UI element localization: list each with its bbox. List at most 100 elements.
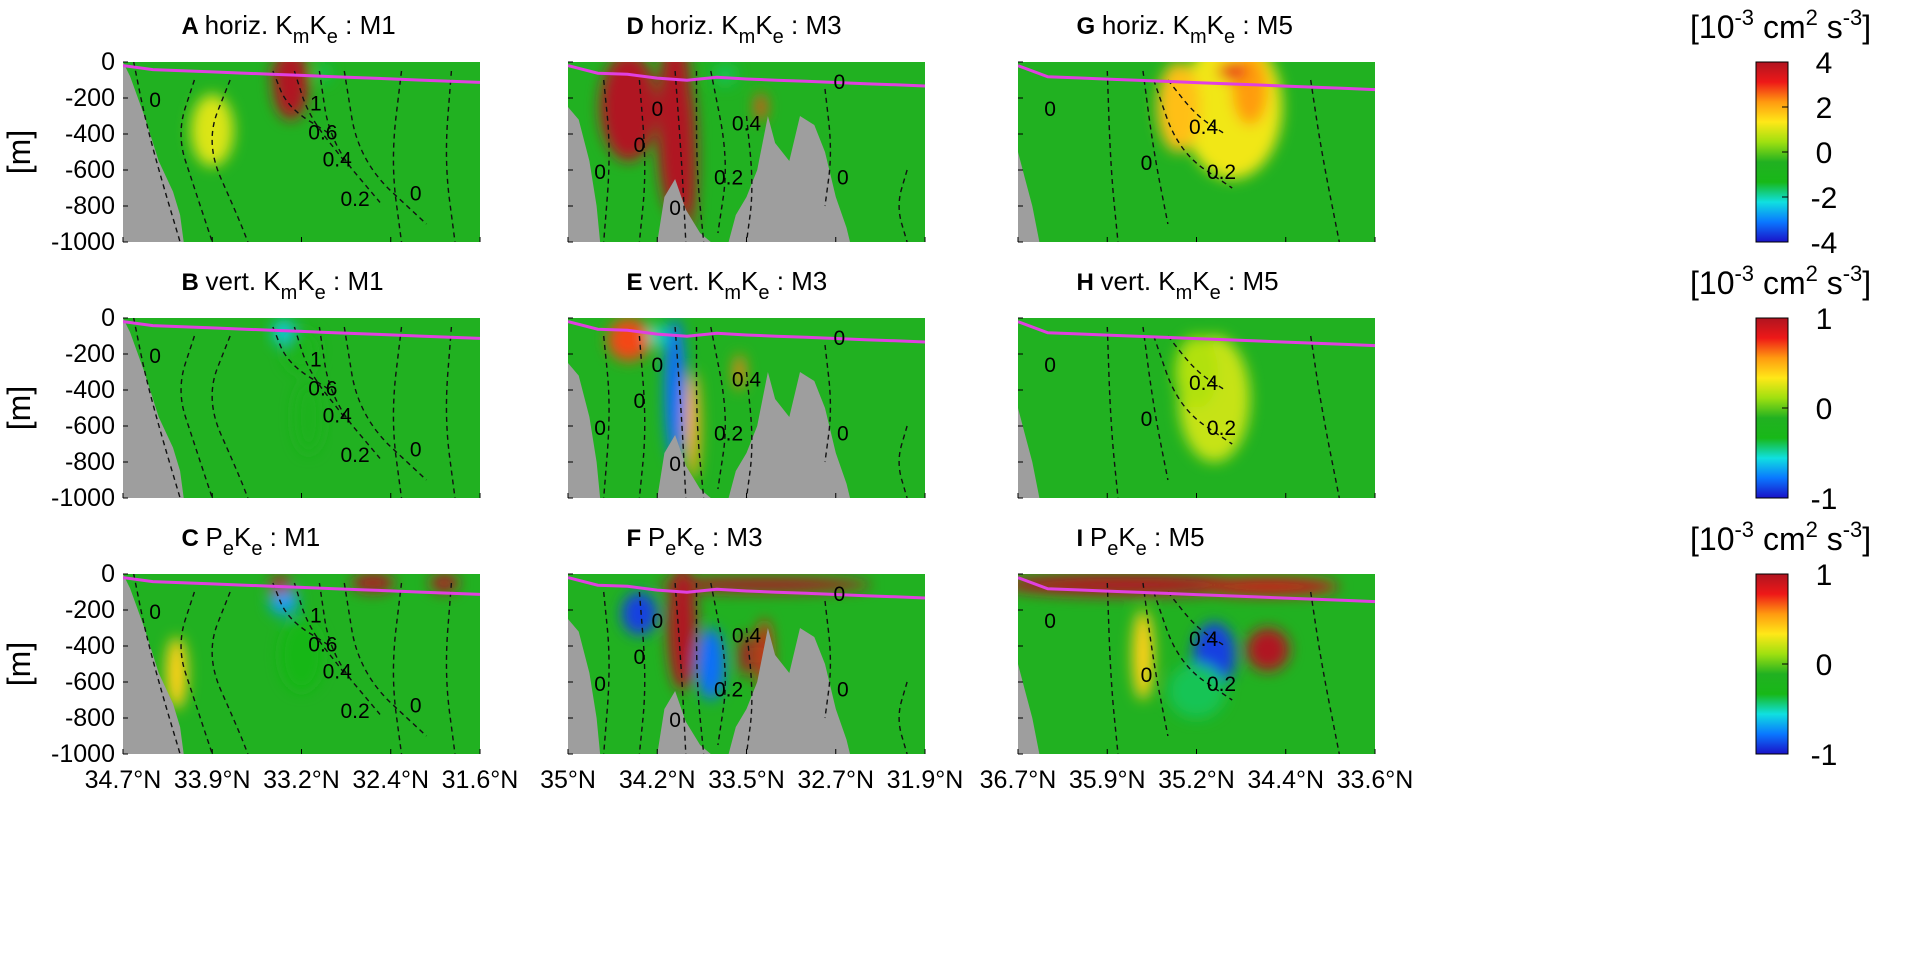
contour-line	[445, 70, 456, 242]
colorbar-tick-label: 0	[1816, 137, 1833, 170]
bathymetry	[568, 363, 850, 498]
contour-line	[745, 115, 753, 242]
title-subscript: m	[739, 26, 756, 48]
title-text: K	[297, 266, 315, 296]
title-text: : M1	[338, 10, 396, 40]
mixed-layer-line	[1018, 320, 1375, 348]
y-tick-label: -1000	[51, 740, 115, 768]
colorbar-tick-label: -1	[1811, 739, 1838, 772]
contour-label: 0	[669, 197, 681, 220]
contour-line	[674, 326, 687, 498]
anomaly-field	[600, 62, 767, 233]
contour-label: 0.2	[1207, 673, 1236, 696]
x-tick-label: 32.4°N	[352, 766, 429, 794]
title-text: horiz. K	[1102, 10, 1191, 40]
contour-label: 0	[651, 354, 663, 377]
contour-label: 0	[634, 390, 646, 413]
contour-line	[293, 326, 345, 418]
contour-line	[1142, 582, 1169, 737]
y-tick-label: -1000	[51, 228, 115, 256]
contour-label: 0	[594, 417, 606, 440]
colorbar-unit: [10-3 cm2 s-3]	[1690, 261, 1871, 301]
y-axis-label: [m]	[1, 386, 37, 430]
title-subscript: e	[1136, 538, 1147, 560]
anomaly-blob	[190, 94, 234, 167]
contour-line	[898, 425, 908, 498]
contour-label: 0	[833, 327, 845, 350]
contour-label: 0.2	[340, 188, 369, 211]
title-text: vert. K	[649, 266, 725, 296]
title-text: K	[309, 10, 327, 40]
panel-title-e: E vert. KmKe : M3	[627, 266, 828, 304]
title-subscript: m	[281, 282, 298, 304]
contour-line	[392, 70, 403, 242]
x-tick-label: 35.9°N	[1069, 766, 1146, 794]
panel-plot-area: 0 1 0.6 0.4 0.2 0	[123, 574, 480, 754]
anomaly-blob	[685, 372, 701, 480]
anomaly-field	[1018, 574, 1340, 718]
title-text: horiz. K	[205, 10, 294, 40]
mixed-layer-line	[568, 64, 925, 88]
contour-line	[745, 371, 753, 498]
title-subscript: m	[293, 26, 310, 48]
contour-label: 0	[1044, 610, 1056, 633]
contour-line	[1106, 70, 1119, 242]
colorbar-tick-label: 2	[1816, 92, 1833, 125]
contour-label: 0	[410, 183, 422, 206]
contour-line	[1310, 335, 1340, 498]
mixed-layer-line	[1018, 64, 1375, 92]
contour-line	[392, 326, 403, 498]
title-subscript: m	[724, 282, 741, 304]
unit-part: -3	[1734, 517, 1754, 542]
x-tick-label: 33.9°N	[174, 766, 251, 794]
y-tick-label: -800	[65, 192, 115, 220]
unit-part: [10	[1690, 521, 1734, 557]
contour-line	[1310, 79, 1340, 242]
anomaly-blob	[294, 381, 323, 453]
contour-label: 0	[594, 161, 606, 184]
x-tick-label: 35°N	[540, 766, 596, 794]
contour-label: 0	[634, 646, 646, 669]
unit-part: cm	[1754, 265, 1806, 301]
contour-line	[824, 344, 832, 463]
contour-label: 0	[149, 601, 161, 624]
panel-plot-area: 0 1 0.6 0.4 0.2 0	[123, 318, 480, 498]
contour-line	[603, 591, 610, 754]
x-tick-label: 35.2°N	[1158, 766, 1235, 794]
anomaly-blob	[351, 574, 395, 592]
anomaly-field	[272, 319, 323, 453]
panel-title-i: I PeKe : M5	[1077, 522, 1205, 560]
y-tick-label: -200	[65, 596, 115, 624]
contour-line	[638, 79, 646, 242]
contour-line	[293, 582, 345, 674]
contour-label: 0.4	[1189, 372, 1219, 395]
anomaly-blob	[1167, 664, 1226, 718]
panel-letter: G	[1077, 13, 1102, 40]
panel-plot-area: 0 0.4 0.2 0	[1018, 62, 1375, 242]
title-subscript: m	[1176, 282, 1193, 304]
mixed-layer-line	[123, 64, 480, 84]
contour-line	[211, 79, 249, 242]
contour-label: 0	[837, 422, 849, 445]
anomaly-blob	[283, 328, 320, 372]
anomaly-blob	[646, 325, 668, 347]
anomaly-blob	[667, 574, 697, 691]
contour-label: 1	[310, 349, 322, 372]
contour-label: 0.4	[732, 112, 762, 135]
y-tick-label: -1000	[51, 484, 115, 512]
contour-line	[638, 335, 646, 498]
colorbar-tick-label: 1	[1816, 303, 1833, 336]
unit-part: [10	[1690, 9, 1734, 45]
contour-label: 0.4	[732, 368, 762, 391]
anomaly-blob	[269, 586, 298, 616]
bathymetry	[568, 619, 850, 754]
y-tick-label: -600	[65, 156, 115, 184]
contour-label: 0.2	[340, 444, 369, 467]
colorbar-tick-label: -4	[1811, 227, 1838, 260]
contour-line	[695, 582, 705, 754]
panel-letter: D	[627, 13, 651, 40]
anomaly-blob	[271, 62, 297, 84]
contour-label: 0	[634, 134, 646, 157]
panel-title-a: A horiz. KmKe : M1	[182, 10, 396, 48]
